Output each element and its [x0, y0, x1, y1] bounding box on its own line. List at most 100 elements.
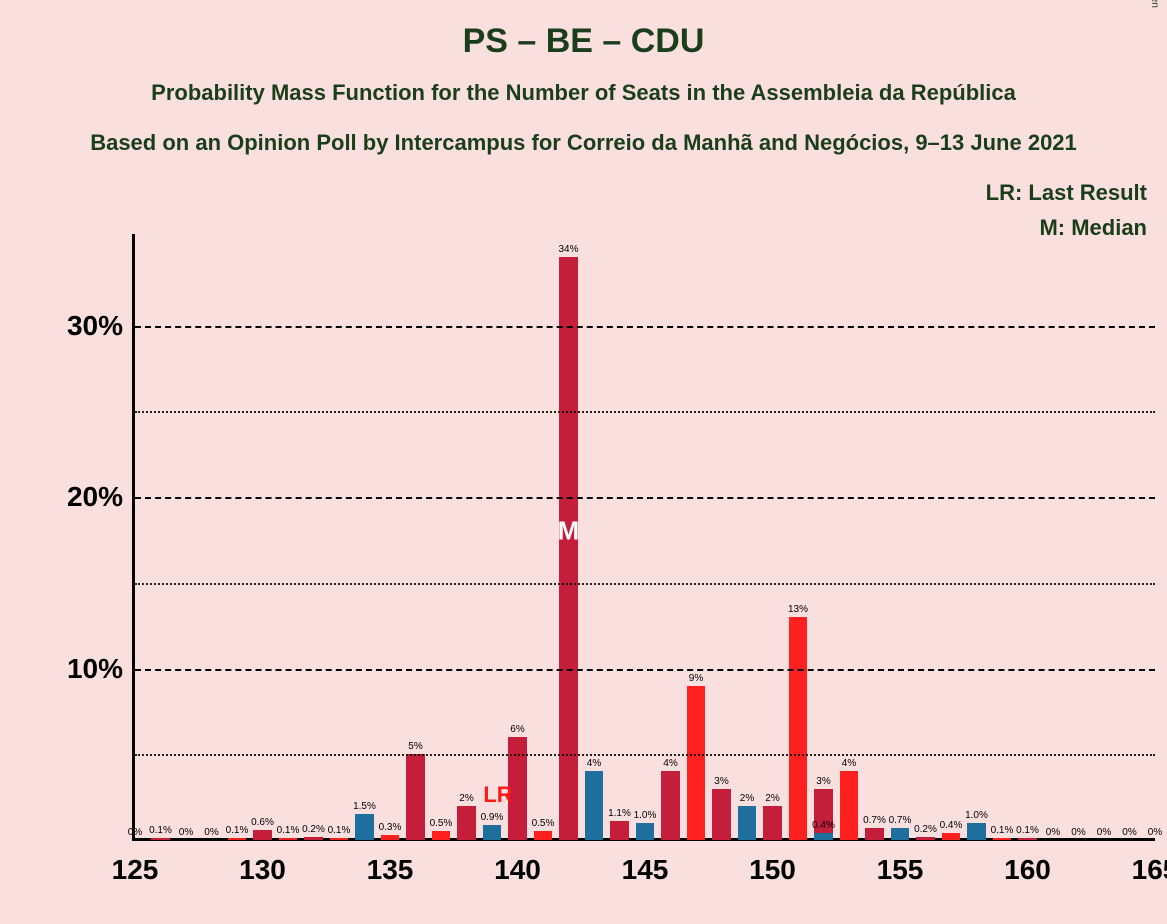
- bar: [483, 825, 501, 840]
- bar: [355, 814, 373, 840]
- bar-value-label: 2%: [765, 793, 779, 804]
- bar-value-label: 1.5%: [353, 801, 376, 812]
- bar-value-label: 0.4%: [812, 820, 835, 831]
- y-tick-label: 30%: [67, 310, 123, 342]
- bar-value-label: 3%: [816, 776, 830, 787]
- bar: 13%: [789, 617, 807, 840]
- y-tick-label: 10%: [67, 653, 123, 685]
- bar-value-label: 0.1%: [277, 825, 300, 836]
- grid-major: [135, 326, 1155, 328]
- bar-value-label: 2%: [740, 793, 754, 804]
- bar-value-label: 0%: [1046, 827, 1060, 838]
- bar-value-label: 4%: [663, 758, 677, 769]
- bar: 0.2%: [916, 837, 934, 840]
- bar-value-label: 0.1%: [149, 825, 172, 836]
- grid-major: [135, 669, 1155, 671]
- x-tick-label: 155: [877, 854, 924, 886]
- bar: 0.3%: [381, 835, 399, 840]
- bar-value-label: 0.2%: [302, 824, 325, 835]
- x-tick-label: 135: [367, 854, 414, 886]
- bar: [738, 806, 756, 840]
- bar: 34%: [559, 257, 577, 840]
- bar-value-label: 4%: [842, 758, 856, 769]
- bar: 2%: [457, 806, 475, 840]
- bar: 0.6%: [253, 830, 271, 840]
- bar: 3%: [712, 789, 730, 840]
- bar: 0.1%: [993, 838, 1011, 840]
- grid-minor: [135, 411, 1155, 413]
- bar-value-label: 0.1%: [991, 825, 1014, 836]
- bar-value-label: 0.1%: [1016, 825, 1039, 836]
- bar-value-label: 0.3%: [379, 822, 402, 833]
- bar: 2%: [763, 806, 781, 840]
- bar: 4%: [661, 771, 679, 840]
- bar-value-label: 0%: [128, 827, 142, 838]
- bar-value-label: 0%: [1071, 827, 1085, 838]
- y-tick-label: 20%: [67, 481, 123, 513]
- chart-title: PS – BE – CDU: [0, 22, 1167, 61]
- bar-value-label: 34%: [558, 244, 578, 255]
- bar: 0.1%: [279, 838, 297, 840]
- bar: [891, 828, 909, 840]
- bar: 0.4%: [814, 833, 832, 840]
- bar: 6%: [508, 737, 526, 840]
- bar-value-label: 13%: [788, 604, 808, 615]
- bar-value-label: 0.1%: [328, 825, 351, 836]
- bar: 0.1%: [1018, 838, 1036, 840]
- bar: 1.1%: [610, 821, 628, 840]
- bar: 0.5%: [432, 831, 450, 840]
- bar-value-label: 0.7%: [889, 815, 912, 826]
- grid-minor: [135, 583, 1155, 585]
- bar: 0.1%: [330, 838, 348, 840]
- bar-value-label: 1.0%: [965, 810, 988, 821]
- x-tick-label: 130: [239, 854, 286, 886]
- x-tick-label: 140: [494, 854, 541, 886]
- bar-value-label: 2%: [459, 793, 473, 804]
- grid-major: [135, 497, 1155, 499]
- bar-value-label: 0.5%: [532, 818, 555, 829]
- x-tick-label: 125: [112, 854, 159, 886]
- bar-value-label: 0%: [204, 827, 218, 838]
- bar-value-label: 9%: [689, 673, 703, 684]
- bar-value-label: 5%: [408, 741, 422, 752]
- bar: [636, 823, 654, 840]
- bar: 0.1%: [151, 838, 169, 840]
- bar-value-label: 0%: [1148, 827, 1162, 838]
- chart-subtitle-2: Based on an Opinion Poll by Intercampus …: [0, 130, 1167, 156]
- bar-value-label: 4%: [587, 758, 601, 769]
- bar-value-label: 3%: [714, 776, 728, 787]
- bar-value-label: 0.4%: [940, 820, 963, 831]
- x-tick-label: 145: [622, 854, 669, 886]
- plot-area: 0.1% 0% 0.6% 0.2% 1.5% 5% 2% 6% 34% 1.1% 4% 3% 2% 3% 0…: [135, 240, 1155, 840]
- bar-value-label: 0.9%: [481, 812, 504, 823]
- chart-subtitle: Probability Mass Function for the Number…: [0, 80, 1167, 106]
- bar-value-label: 1.1%: [608, 808, 631, 819]
- x-tick-label: 165: [1132, 854, 1167, 886]
- bar-value-label: 0%: [1122, 827, 1136, 838]
- bar: 0.7%: [865, 828, 883, 840]
- bar: 9%: [687, 686, 705, 840]
- bar-value-label: 0.1%: [226, 825, 249, 836]
- legend-lr: LR: Last Result: [986, 180, 1147, 206]
- bar-value-label: 0%: [179, 827, 193, 838]
- bar-value-label: 0.7%: [863, 815, 886, 826]
- bar-value-label: 1.0%: [634, 810, 657, 821]
- bar: 0.4%: [942, 833, 960, 840]
- bars-layer: 0.1% 0% 0.6% 0.2% 1.5% 5% 2% 6% 34% 1.1% 4% 3% 2% 3% 0…: [135, 240, 1155, 840]
- legend-m: M: Median: [1039, 215, 1147, 241]
- x-tick-label: 160: [1004, 854, 1051, 886]
- bar: 4%: [840, 771, 858, 840]
- bar: 5%: [406, 754, 424, 840]
- bar: 0.1%: [228, 838, 246, 840]
- bar-value-label: 0.2%: [914, 824, 937, 835]
- bar: [585, 771, 603, 840]
- bar-value-label: 0.5%: [430, 818, 453, 829]
- bar: [967, 823, 985, 840]
- bar: 0.2%: [304, 837, 322, 840]
- grid-minor: [135, 754, 1155, 756]
- bar: 0.5%: [534, 831, 552, 840]
- x-tick-label: 150: [749, 854, 796, 886]
- bar-value-label: 0%: [1097, 827, 1111, 838]
- bar-value-label: 0.6%: [251, 817, 274, 828]
- bar-value-label: 6%: [510, 724, 524, 735]
